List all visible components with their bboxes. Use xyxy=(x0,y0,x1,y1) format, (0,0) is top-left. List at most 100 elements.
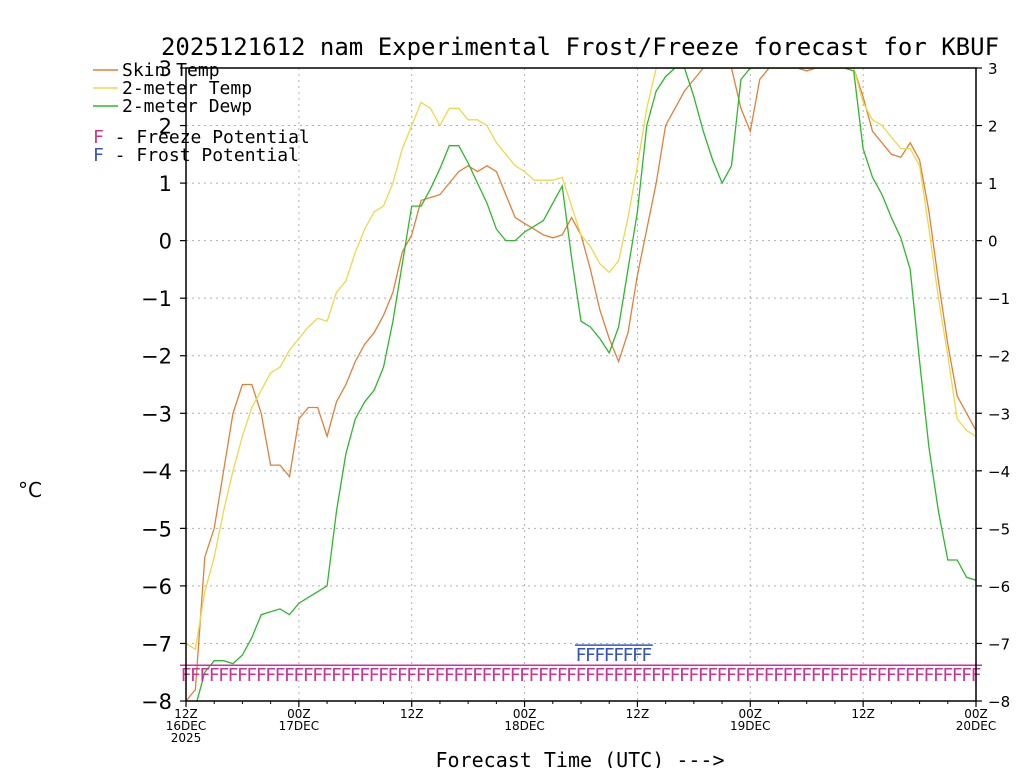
frost-potential-marker: F xyxy=(632,645,643,666)
legend-label: Skin Temp xyxy=(122,60,220,81)
y-tick-label-right: −2 xyxy=(988,348,1010,366)
freeze-potential-marker: F xyxy=(463,665,474,686)
series-lines xyxy=(186,68,976,701)
x-axis-label: Forecast Time (UTC) ---> xyxy=(436,748,725,768)
frost-potential-marker: F xyxy=(613,645,624,666)
x-tick-label: 16DEC xyxy=(166,719,206,733)
freeze-potential-marker: F xyxy=(246,665,257,686)
freeze-potential-marker: F xyxy=(782,665,793,686)
freeze-potential-marker: F xyxy=(858,665,869,686)
freeze-potential-marker: F xyxy=(839,665,850,686)
y-tick-label-left: −6 xyxy=(141,575,172,599)
freeze-potential-marker: F xyxy=(754,665,765,686)
freeze-potential-marker: F xyxy=(848,665,859,686)
freeze-potential-marker: F xyxy=(350,665,361,686)
y-tick-label-right: −6 xyxy=(988,578,1010,596)
chart-title: 2025121612 nam Experimental Frost/Freeze… xyxy=(161,33,999,61)
freeze-potential-marker: F xyxy=(745,665,756,686)
x-tick-label: 12Z xyxy=(626,707,650,721)
freeze-potential-marker: F xyxy=(284,665,295,686)
x-tick-label: 19DEC xyxy=(730,719,770,733)
freeze-potential-marker: F xyxy=(491,665,502,686)
freeze-potential-marker: F xyxy=(275,665,286,686)
freeze-potential-marker: F xyxy=(698,665,709,686)
freeze-potential-marker: F xyxy=(942,665,953,686)
freeze-potential-marker: F xyxy=(613,665,624,686)
freeze-potential-marker: F xyxy=(952,665,963,686)
legend-label: 2-meter Temp xyxy=(122,78,252,99)
freeze-potential-marker: F xyxy=(340,665,351,686)
x-tick-label: 12Z xyxy=(174,707,198,721)
y-tick-label-right: 1 xyxy=(988,175,998,193)
axis-ticks: −8 −8 −7 −7 −6 −6 −5 −5 −4 −4 −3 −3 −2 −2 −1 −1 0 0 1 1 2 2 3 3… xyxy=(141,57,1010,745)
y-tick-label-right: −3 xyxy=(988,405,1010,423)
series-line-2-meter-temp xyxy=(186,68,976,651)
freeze-potential-marker: F xyxy=(425,665,436,686)
y-tick-label-left: 0 xyxy=(159,230,172,254)
y-tick-label-left: −8 xyxy=(141,690,172,714)
y-tick-label-left: −5 xyxy=(141,517,172,541)
freeze-potential-marker: F xyxy=(293,665,304,686)
potential-legend-entry: F - Freeze Potential xyxy=(93,127,310,148)
freeze-potential-marker: F xyxy=(510,665,521,686)
potential-legend-marker: F xyxy=(93,145,104,166)
y-tick-label-right: −8 xyxy=(988,693,1010,711)
y-tick-label-left: −7 xyxy=(141,632,172,656)
freeze-potential-marker: F xyxy=(444,665,455,686)
freeze-potential-marker: F xyxy=(482,665,493,686)
y-tick-label-right: 3 xyxy=(988,60,998,78)
potential-legend-text: - Frost Potential xyxy=(104,145,299,166)
freeze-potential-marker: F xyxy=(641,665,652,686)
freeze-potential-marker: F xyxy=(585,665,596,686)
freeze-potential-marker: F xyxy=(387,665,398,686)
freeze-potential-marker: F xyxy=(688,665,699,686)
freeze-potential-marker: F xyxy=(190,665,201,686)
freeze-potential-marker: F xyxy=(811,665,822,686)
freeze-potential-marker: F xyxy=(773,665,784,686)
y-tick-label-left: −3 xyxy=(141,402,172,426)
x-tick-label: 18DEC xyxy=(504,719,544,733)
freeze-potential-marker: F xyxy=(538,665,549,686)
potential-legend-marker: F xyxy=(93,127,104,148)
freeze-potential-marker: F xyxy=(886,665,897,686)
freeze-potential-marker: F xyxy=(397,665,408,686)
x-tick-label: 20DEC xyxy=(956,719,996,733)
freeze-potential-marker: F xyxy=(830,665,841,686)
freeze-potential-marker: F xyxy=(500,665,511,686)
series-clip-group xyxy=(186,68,976,701)
frost-potential-marker: F xyxy=(604,645,615,666)
freeze-potential-marker: F xyxy=(406,665,417,686)
frost-potential-marker: F xyxy=(585,645,596,666)
series-line-2-meter-dewp xyxy=(196,68,976,701)
potential-legend-text: - Freeze Potential xyxy=(104,127,310,148)
y-tick-label-right: −7 xyxy=(988,635,1010,653)
freeze-potential-marker: F xyxy=(472,665,483,686)
frost-potential-marker: F xyxy=(623,645,634,666)
freeze-potential-marker: F xyxy=(435,665,446,686)
freeze-potential-marker: F xyxy=(256,665,267,686)
frost-potential-marker: F xyxy=(576,645,587,666)
legend-label: 2-meter Dewp xyxy=(122,96,252,117)
freeze-potential-marker: F xyxy=(623,665,634,686)
freeze-potential-marker: F xyxy=(801,665,812,686)
freeze-potential-marker: F xyxy=(735,665,746,686)
freeze-potential-marker: F xyxy=(914,665,925,686)
freeze-potential-marker: F xyxy=(312,665,323,686)
freeze-potential-marker: F xyxy=(547,665,558,686)
y-tick-label-left: −1 xyxy=(141,287,172,311)
freeze-potential-marker: F xyxy=(303,665,314,686)
freeze-potential-marker: F xyxy=(576,665,587,686)
freeze-potential-marker: F xyxy=(557,665,568,686)
frost-potential-marker: F xyxy=(594,645,605,666)
y-tick-label-left: −4 xyxy=(141,460,172,484)
freeze-potential-marker: F xyxy=(679,665,690,686)
y-tick-label-right: −4 xyxy=(988,463,1010,481)
y-axis-label: °C xyxy=(18,478,42,502)
freeze-potential-marker: F xyxy=(416,665,427,686)
freeze-potential-marker: F xyxy=(566,665,577,686)
freeze-potential-marker: F xyxy=(209,665,220,686)
x-tick-label: 2025 xyxy=(171,731,202,745)
